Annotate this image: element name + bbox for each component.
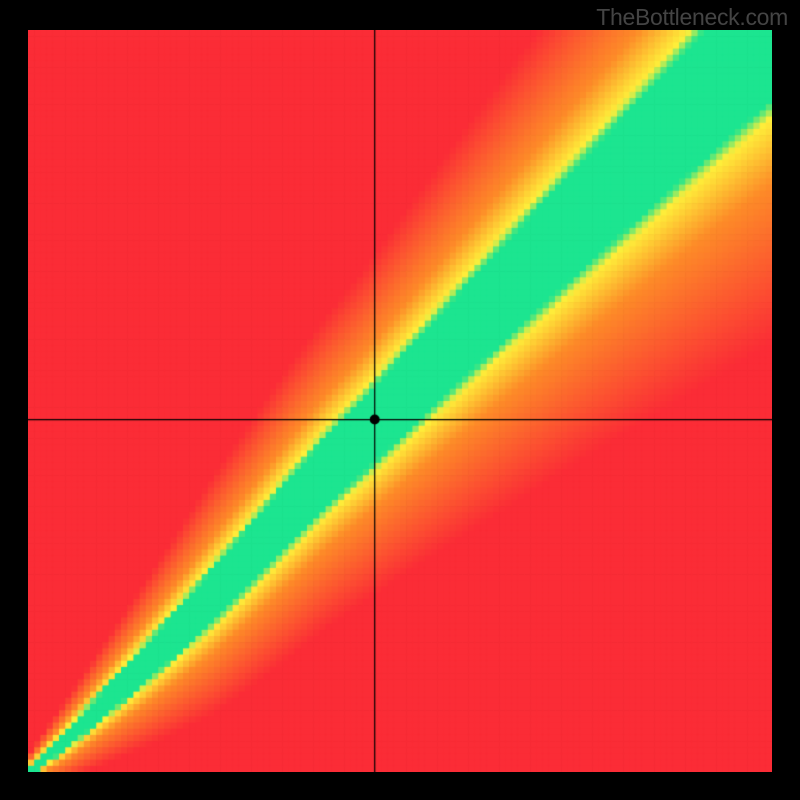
heatmap-canvas	[28, 30, 772, 772]
watermark-text: TheBottleneck.com	[596, 4, 788, 31]
chart-container: TheBottleneck.com	[0, 0, 800, 800]
